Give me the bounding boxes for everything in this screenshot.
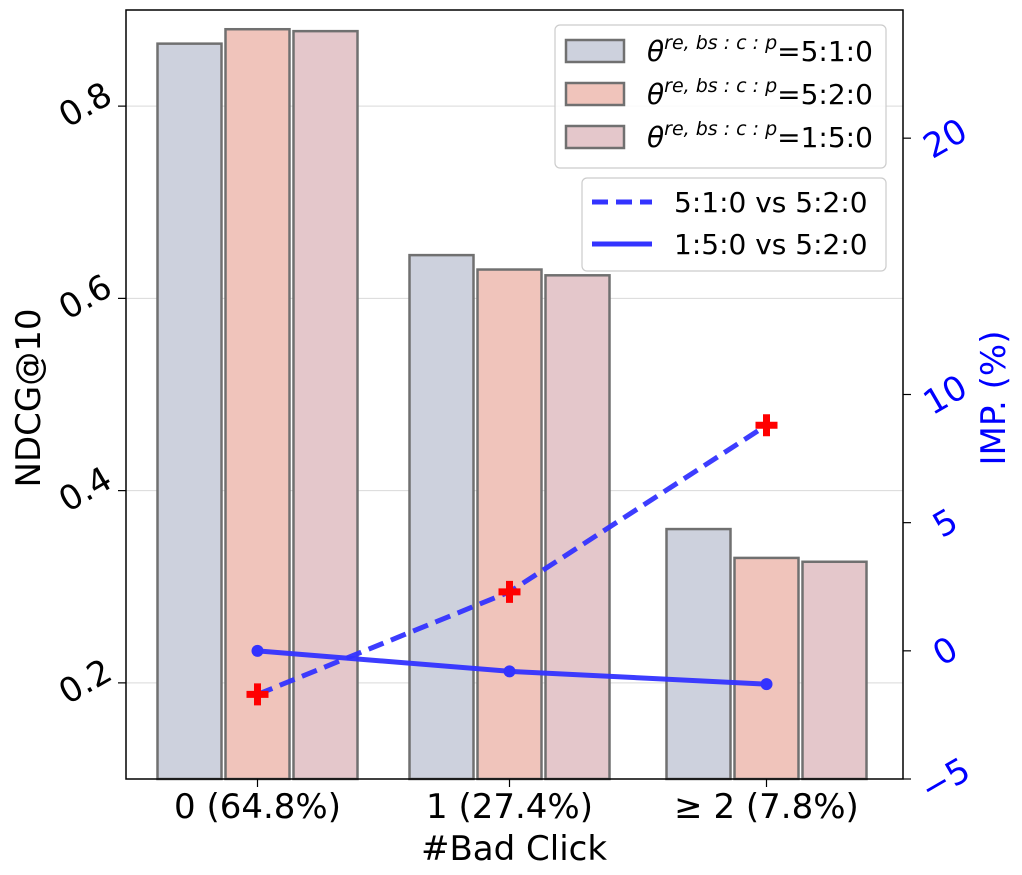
legend-bars-box: [554, 24, 887, 169]
legend-label-1-5-0: θre, bs : c : p=1:5:0: [647, 118, 873, 154]
bar-5-1-0-cat-2: [665, 527, 732, 781]
y-tick-label: 0.8: [52, 74, 119, 136]
legend-label-5-1-0: θre, bs : c : p=5:1:0: [647, 32, 873, 68]
marker-circle-0: [251, 644, 264, 657]
legend-bars: θre, bs : c : p=5:1:0 θre, bs : c : p=5:2…: [554, 24, 887, 169]
y-axis-label: NDCG@10: [9, 309, 49, 488]
x-tick-label: 0 (64.8%): [174, 787, 341, 827]
bar-5-2-0-cat-0: [224, 27, 291, 781]
y-right-tick-label: −5: [914, 750, 977, 810]
y-right-tick-label: 20: [917, 111, 974, 167]
x-tick-label: ≥ 2 (7.8%): [674, 787, 859, 827]
marker-circle-2: [760, 678, 773, 691]
legend-lines: 5:1:0 vs 5:2:0 1:5:0 vs 5:2:0: [581, 177, 887, 272]
marker-circle-1: [503, 665, 516, 678]
marker-plus-2: [755, 414, 778, 437]
y-tick-label: 0.6: [52, 267, 119, 329]
improvement-lines: [246, 414, 778, 706]
bar-1-5-0-cat-1: [544, 274, 611, 781]
legend-label-solid: 1:5:0 vs 5:2:0: [674, 228, 868, 261]
x-tick-label: 1 (27.4%): [426, 787, 593, 827]
legend-swatch-1-5-0: [564, 124, 626, 150]
legend-lines-box: [581, 177, 887, 272]
bar-5-1-0-cat-0: [156, 42, 223, 781]
x-axis-label: #Bad Click: [421, 829, 607, 869]
bar-5-2-0-cat-1: [476, 268, 543, 781]
y-axis-right-label: IMP. (%): [974, 330, 1014, 465]
y-right-tick-label: 0: [926, 629, 965, 674]
bar-5-1-0-cat-1: [408, 253, 475, 781]
legend-swatch-5-1-0: [564, 38, 626, 64]
marker-plus-1: [498, 580, 521, 603]
marker-plus-0: [246, 683, 269, 706]
y-tick-label: 0.4: [52, 459, 119, 521]
bar-1-5-0-cat-2: [801, 560, 868, 781]
legend-swatch-5-2-0: [564, 81, 626, 107]
legend-label-5-2-0: θre, bs : c : p=5:2:0: [647, 75, 873, 111]
y-right-tick-label: 5: [926, 501, 965, 546]
y-right-tick-label: 10: [917, 367, 974, 423]
legend-label-dashed: 5:1:0 vs 5:2:0: [674, 186, 868, 219]
bar-5-2-0-cat-2: [733, 556, 800, 781]
y-tick-label: 0.2: [52, 651, 119, 713]
